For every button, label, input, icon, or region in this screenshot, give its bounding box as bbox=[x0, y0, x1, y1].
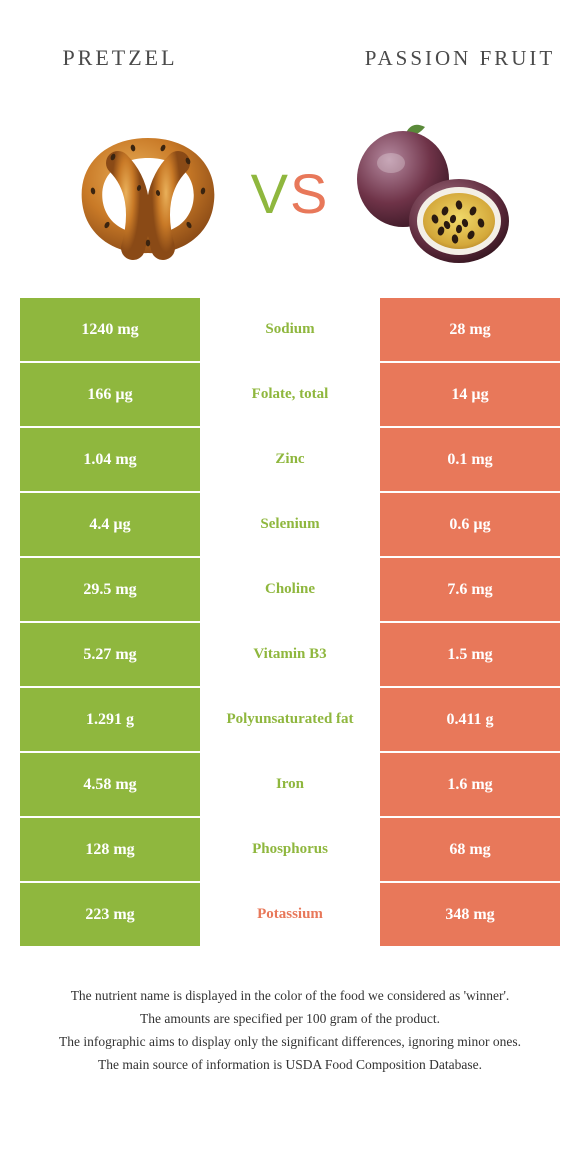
table-row: 29.5 mgCholine7.6 mg bbox=[20, 558, 560, 623]
table-row: 1.291 gPolyunsaturated fat0.411 g bbox=[20, 688, 560, 753]
left-value: 5.27 mg bbox=[20, 623, 200, 688]
header-row: PRETZEL PASSION FRUIT bbox=[20, 18, 560, 98]
right-value: 1.6 mg bbox=[380, 753, 560, 818]
title-left: PRETZEL bbox=[20, 45, 220, 70]
left-value: 1240 mg bbox=[20, 298, 200, 363]
nutrient-label: Phosphorus bbox=[200, 818, 380, 883]
table-row: 5.27 mgVitamin B31.5 mg bbox=[20, 623, 560, 688]
right-value: 0.411 g bbox=[380, 688, 560, 753]
footnote-line: The nutrient name is displayed in the co… bbox=[34, 986, 546, 1007]
nutrient-label: Selenium bbox=[200, 493, 380, 558]
left-value: 128 mg bbox=[20, 818, 200, 883]
nutrient-table: 1240 mgSodium28 mg166 µgFolate, total14 … bbox=[20, 298, 560, 948]
page: PRETZEL PASSION FRUIT bbox=[0, 0, 580, 1174]
nutrient-label: Zinc bbox=[200, 428, 380, 493]
left-value: 1.291 g bbox=[20, 688, 200, 753]
nutrient-label: Folate, total bbox=[200, 363, 380, 428]
nutrient-label: Polyunsaturated fat bbox=[200, 688, 380, 753]
left-value: 4.58 mg bbox=[20, 753, 200, 818]
table-row: 223 mgPotassium348 mg bbox=[20, 883, 560, 948]
passion-fruit-icon bbox=[347, 113, 517, 273]
nutrient-label: Potassium bbox=[200, 883, 380, 948]
table-row: 1.04 mgZinc0.1 mg bbox=[20, 428, 560, 493]
title-right: PASSION FRUIT bbox=[360, 46, 560, 70]
footnotes: The nutrient name is displayed in the co… bbox=[20, 986, 560, 1076]
footnote-line: The main source of information is USDA F… bbox=[34, 1055, 546, 1076]
left-value: 166 µg bbox=[20, 363, 200, 428]
vs-label: V S bbox=[251, 161, 330, 226]
right-value: 7.6 mg bbox=[380, 558, 560, 623]
nutrient-label: Sodium bbox=[200, 298, 380, 363]
right-value: 0.1 mg bbox=[380, 428, 560, 493]
footnote-line: The amounts are specified per 100 gram o… bbox=[34, 1009, 546, 1030]
image-row: V S bbox=[20, 108, 560, 278]
nutrient-label: Choline bbox=[200, 558, 380, 623]
nutrient-label: Iron bbox=[200, 753, 380, 818]
right-value: 348 mg bbox=[380, 883, 560, 948]
table-row: 166 µgFolate, total14 µg bbox=[20, 363, 560, 428]
table-row: 4.58 mgIron1.6 mg bbox=[20, 753, 560, 818]
right-value: 1.5 mg bbox=[380, 623, 560, 688]
left-value: 223 mg bbox=[20, 883, 200, 948]
vs-s: S bbox=[290, 161, 329, 226]
left-value: 1.04 mg bbox=[20, 428, 200, 493]
vs-v: V bbox=[251, 161, 290, 226]
right-value: 68 mg bbox=[380, 818, 560, 883]
footnote-line: The infographic aims to display only the… bbox=[34, 1032, 546, 1053]
table-row: 128 mgPhosphorus68 mg bbox=[20, 818, 560, 883]
right-value: 14 µg bbox=[380, 363, 560, 428]
left-value: 29.5 mg bbox=[20, 558, 200, 623]
pretzel-icon bbox=[63, 113, 233, 273]
right-value: 28 mg bbox=[380, 298, 560, 363]
left-value: 4.4 µg bbox=[20, 493, 200, 558]
table-row: 1240 mgSodium28 mg bbox=[20, 298, 560, 363]
table-row: 4.4 µgSelenium0.6 µg bbox=[20, 493, 560, 558]
nutrient-label: Vitamin B3 bbox=[200, 623, 380, 688]
right-value: 0.6 µg bbox=[380, 493, 560, 558]
